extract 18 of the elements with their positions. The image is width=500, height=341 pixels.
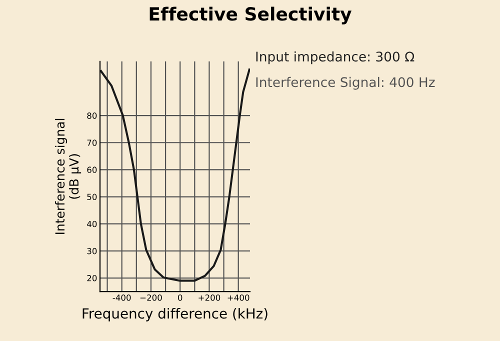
line-series [100,68,250,282]
y-tick-label: 60 [87,166,97,173]
y-tick-label: 80 [87,112,97,119]
y-axis-title: Interference signal (dB µV) [54,118,82,234]
x-tick-label: +200 [198,294,220,301]
text: Interference Signal: 400 Hz [256,76,435,90]
y-tick-label: 40 [87,220,97,228]
chart-title: Effective Selectivity [150,6,352,24]
x-tick-label: -400 [112,294,131,301]
y-tick-label: 70 [87,140,97,146]
x-tick-label: +400 [228,294,250,301]
y-tick-label: 20 [87,274,97,282]
x-tick-label: −200 [140,294,162,301]
x-tick-label: 0 [178,294,182,301]
x-axis-title: Frequency difference (kHz) [82,308,268,322]
y-tick-label: 30 [87,248,97,254]
y-tick-label: 50 [87,194,97,200]
text: Input impedance: 300 Ω [256,51,414,64]
